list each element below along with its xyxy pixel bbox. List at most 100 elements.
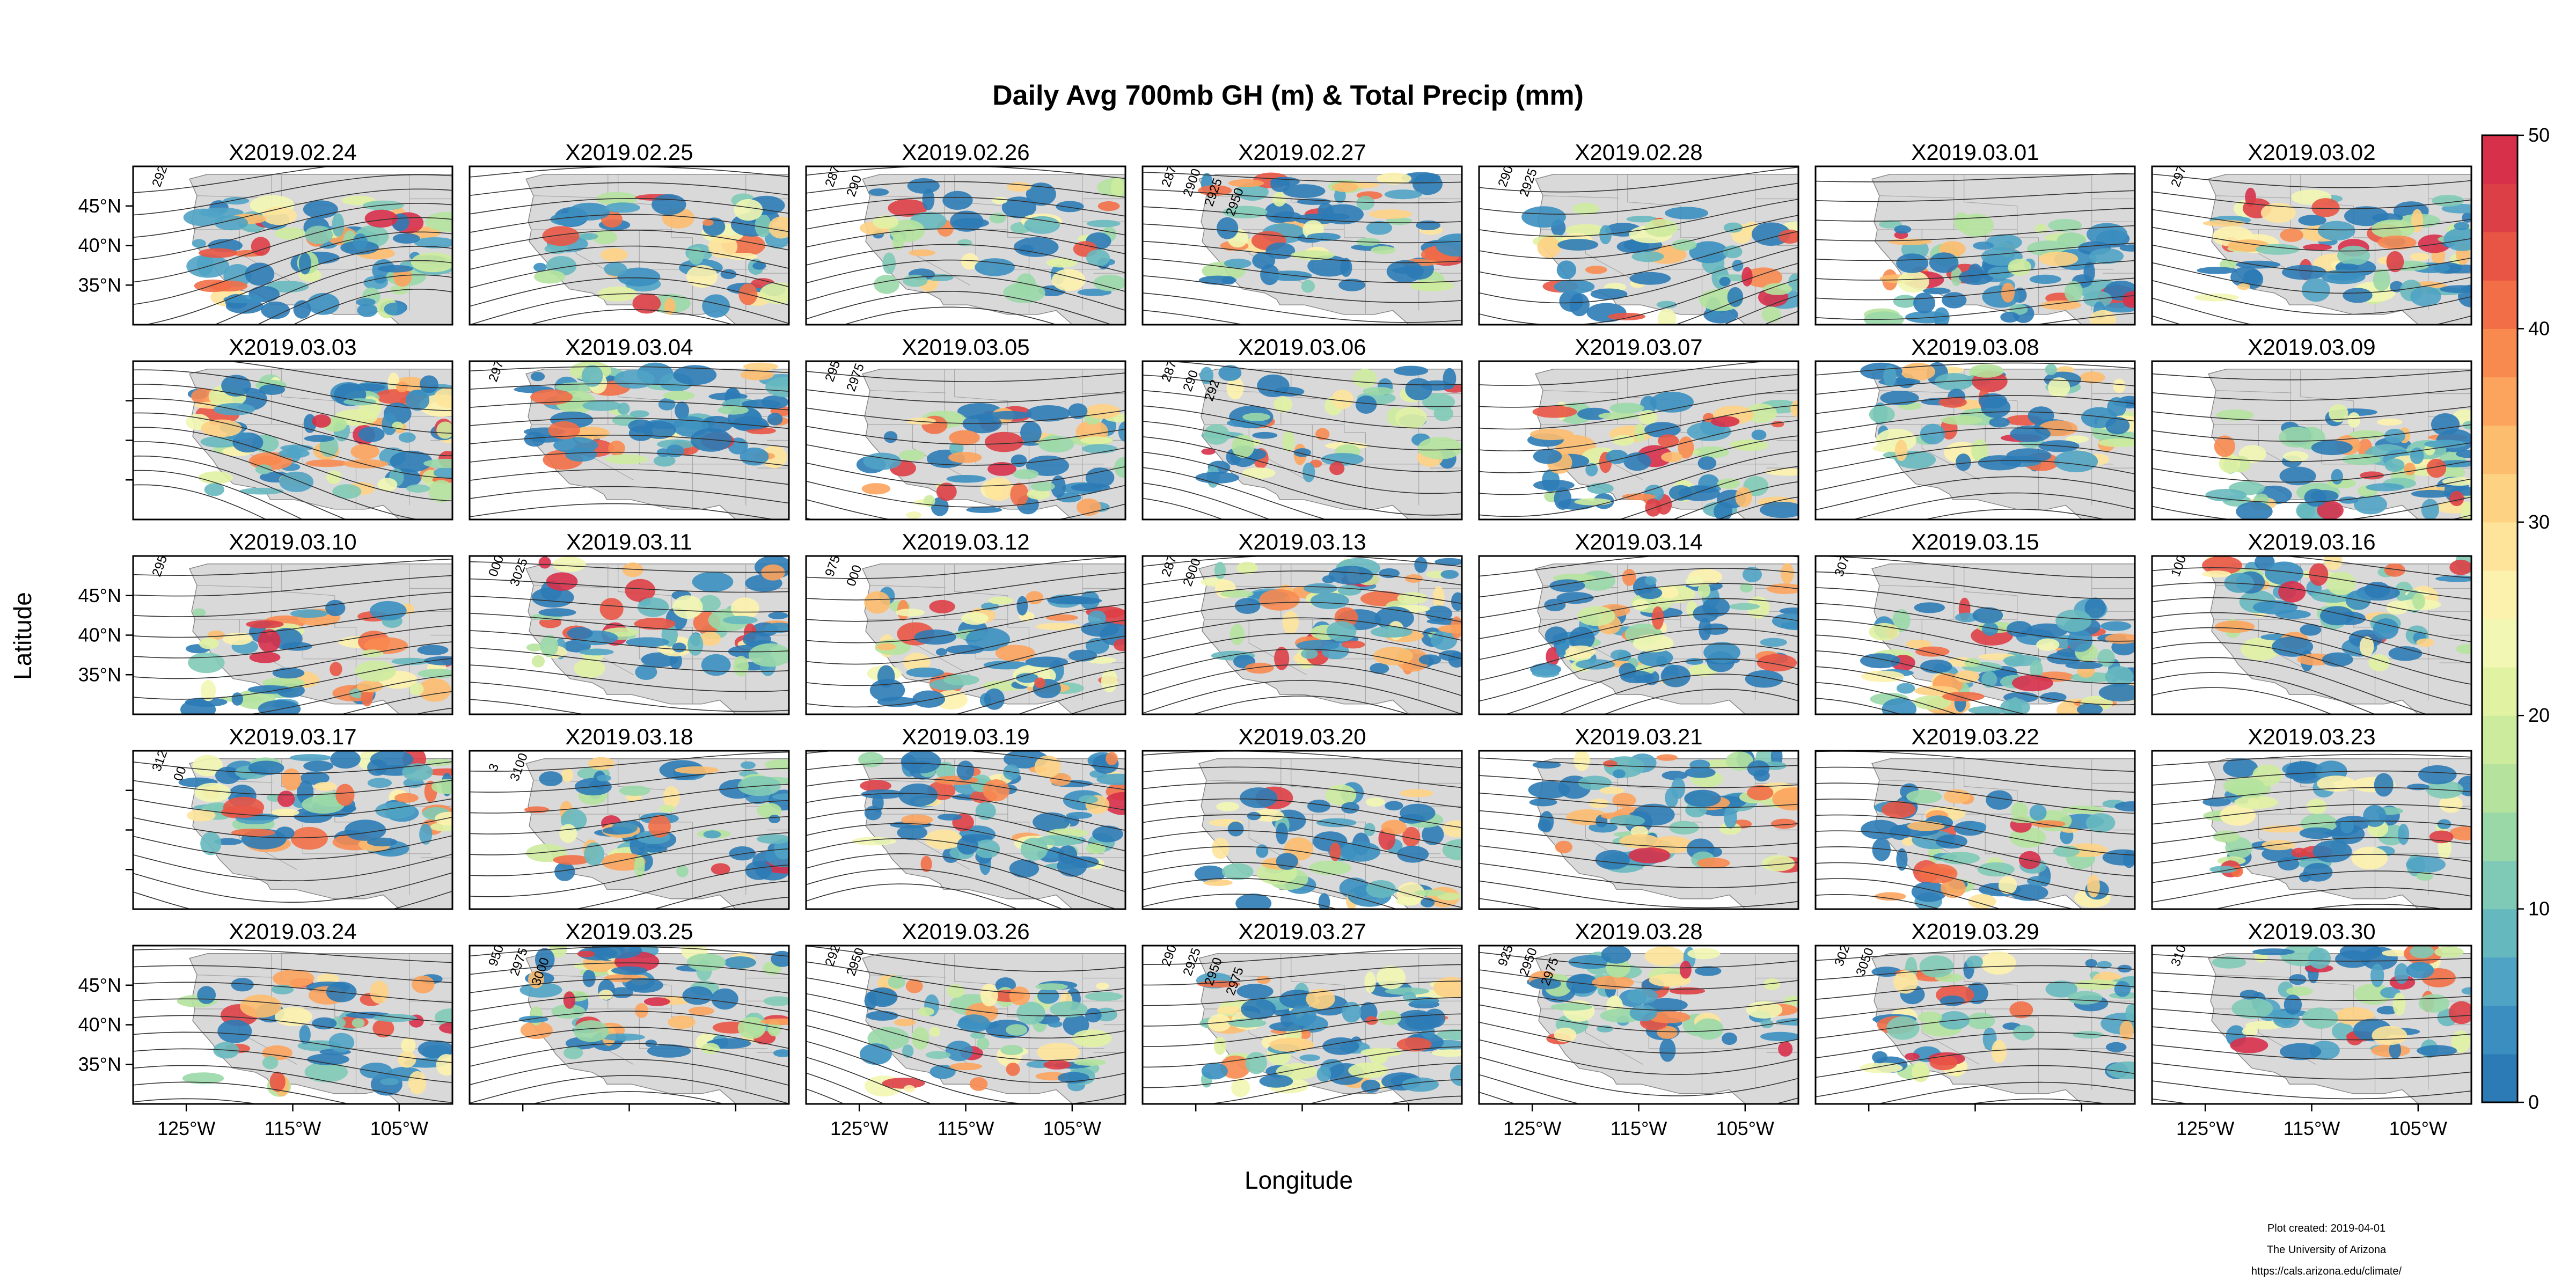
- contour-line: [470, 664, 789, 692]
- contour-line: [1479, 1074, 1798, 1104]
- contour-line: [1816, 603, 2135, 642]
- contour-line: [1143, 814, 1462, 848]
- panel-title: X2019.03.05: [902, 334, 1029, 360]
- lat-tick-label: 40°N: [78, 1014, 121, 1036]
- contour-line: [2152, 406, 2471, 421]
- contour-line: [470, 978, 789, 994]
- contour-line: [1143, 586, 1462, 604]
- contour-line: [1618, 466, 1798, 519]
- contour-line: [1816, 666, 2028, 714]
- height-contours: [2152, 954, 2471, 1104]
- contour-line: [573, 864, 789, 909]
- contour-line: [1143, 877, 1399, 909]
- contour-line: [806, 213, 1125, 236]
- contour-line: [1479, 246, 1798, 304]
- contour-line: [1672, 481, 1798, 519]
- height-contours: [806, 751, 1125, 909]
- height-contours: [470, 366, 789, 519]
- contour-line: [2152, 478, 2471, 503]
- height-contours: [1479, 166, 1798, 325]
- lon-tick-label: 105°W: [2389, 1117, 2447, 1139]
- contour-line: [1143, 189, 1462, 203]
- map-panel: X2019.03.21: [1478, 724, 1799, 910]
- contour-line: [1143, 436, 1462, 494]
- contour-line: [1143, 846, 1462, 888]
- contour-line: [1143, 648, 1462, 678]
- state-border: [1291, 369, 1344, 401]
- contour-line: [133, 1081, 351, 1104]
- state-border: [2215, 390, 2292, 393]
- contour-line: [2152, 244, 2471, 273]
- contour-line: [1816, 587, 2135, 621]
- contour-line: [2152, 820, 2471, 844]
- contour-line: [806, 778, 1125, 811]
- contour-line: [470, 578, 789, 593]
- height-contours: [133, 361, 452, 519]
- contour-line: [133, 982, 452, 1003]
- height-contours: [133, 558, 452, 714]
- contour-line: [806, 407, 1125, 424]
- contour-line: [2152, 627, 2471, 685]
- height-contours: [1143, 751, 1462, 909]
- map-panel: X2019.03.20: [1141, 724, 1463, 910]
- contour-line: [1504, 658, 1798, 714]
- contour-line: [133, 948, 452, 963]
- contour-line: [1479, 613, 1798, 660]
- contour-line: [1143, 556, 1462, 567]
- contour-line: [1816, 998, 2135, 1020]
- height-contours: [1143, 948, 1462, 1104]
- contour-line: [2152, 1008, 2471, 1021]
- contour-line: [806, 291, 1113, 325]
- precip-field: [2194, 187, 2471, 308]
- panel-title: X2019.03.04: [565, 334, 693, 360]
- contour-line: [1069, 699, 1125, 714]
- height-contours: [1143, 172, 1462, 325]
- precip-field: [1860, 597, 2135, 714]
- contour-line: [2152, 424, 2471, 442]
- panel-frame: [805, 750, 1126, 910]
- contour-line: [1479, 199, 1798, 237]
- contour-line: [806, 1057, 933, 1104]
- colorbar-tick-label: 50: [2528, 124, 2550, 146]
- contour-line: [470, 277, 789, 307]
- contour-line: [806, 1009, 1125, 1061]
- contour-line: [1816, 260, 2135, 281]
- contour-line: [528, 309, 735, 325]
- panel-title: X2019.02.25: [565, 140, 693, 165]
- contour-line: [1479, 1039, 1798, 1075]
- contour-line: [2152, 972, 2471, 982]
- precip-field: [177, 969, 452, 1097]
- contour-line: [1479, 810, 1798, 829]
- contour-line: [133, 369, 452, 412]
- state-border: [1964, 758, 2017, 791]
- contour-line: [1558, 674, 1798, 714]
- panel-frame: [1478, 360, 1799, 521]
- state-border: [1542, 195, 1619, 199]
- contour-line: [470, 767, 789, 793]
- map-panel: X2019.03.19: [805, 724, 1126, 910]
- panel-title: X2019.03.02: [2248, 140, 2375, 165]
- contour-line: [133, 658, 452, 700]
- contour-line: [133, 890, 452, 909]
- contour-line: [1479, 952, 1798, 969]
- precip-field: [2212, 946, 2471, 1060]
- lon-tick-label: 115°W: [1611, 1117, 1667, 1139]
- contour-line: [133, 1048, 452, 1084]
- contour-line: [1816, 965, 2135, 980]
- colorbar-tick-label: 10: [2528, 898, 2550, 920]
- contour-line: [806, 838, 1125, 892]
- panel-title: X2019.03.20: [1238, 724, 1366, 749]
- contour-line: [806, 868, 1064, 909]
- contour-line: [2152, 582, 2471, 621]
- height-contours: [1479, 757, 1798, 909]
- contour-line: [133, 641, 452, 679]
- contour-line: [806, 244, 1125, 273]
- panel-title: X2019.02.27: [1238, 140, 1366, 165]
- contour-line: [1143, 798, 1462, 828]
- contour-line: [133, 872, 452, 903]
- lon-tick-label: 115°W: [2284, 1117, 2340, 1139]
- contour-line: [470, 486, 789, 504]
- colorbar-swatch: [2482, 377, 2518, 426]
- contour-line: [1816, 443, 2135, 472]
